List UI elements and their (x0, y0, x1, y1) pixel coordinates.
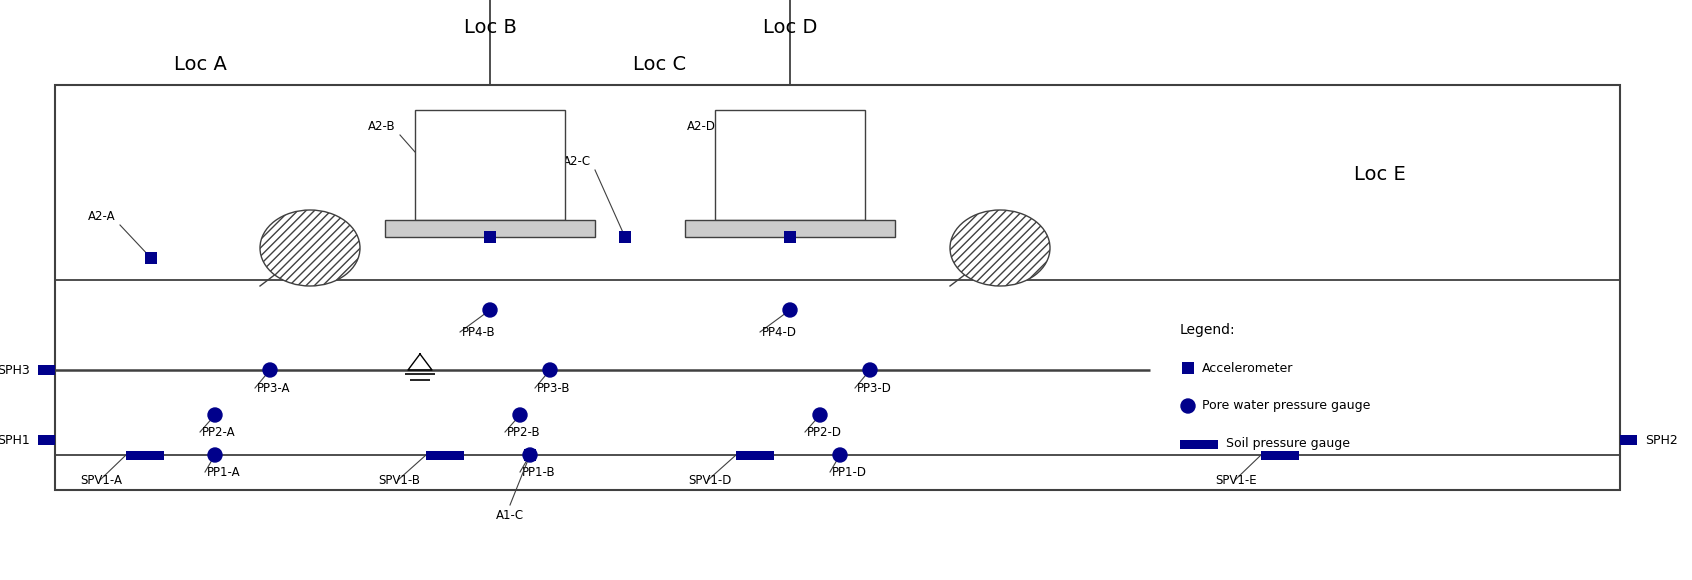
Circle shape (208, 448, 222, 462)
Text: Legend:: Legend: (1179, 323, 1235, 337)
Text: SPV1-D: SPV1-D (689, 473, 731, 487)
Ellipse shape (949, 210, 1051, 286)
Text: Loc A: Loc A (174, 55, 227, 74)
Text: SPV1-E: SPV1-E (1215, 473, 1257, 487)
Circle shape (1181, 399, 1195, 413)
Text: Loc D: Loc D (763, 18, 817, 37)
Text: PP3-B: PP3-B (536, 382, 570, 394)
Bar (146, 252, 157, 264)
Bar (1619, 435, 1636, 445)
Circle shape (543, 363, 557, 377)
Bar (736, 451, 773, 459)
Text: Pore water pressure gauge: Pore water pressure gauge (1201, 400, 1371, 412)
Text: SPV1-A: SPV1-A (80, 473, 122, 487)
Circle shape (812, 408, 827, 422)
Text: PP3-D: PP3-D (858, 382, 892, 394)
Bar (415, 110, 565, 220)
Bar (1183, 362, 1195, 374)
Bar (125, 451, 164, 459)
Text: SPH3: SPH3 (0, 364, 30, 376)
Text: SPH2: SPH2 (1645, 433, 1678, 447)
Circle shape (513, 408, 526, 422)
Text: PP3-A: PP3-A (257, 382, 291, 394)
Bar (685, 220, 895, 237)
Circle shape (523, 448, 536, 462)
Circle shape (783, 303, 797, 317)
Bar (1179, 440, 1218, 448)
Bar (37, 435, 56, 445)
Text: PP1-A: PP1-A (206, 466, 240, 478)
Text: A2-A: A2-A (88, 210, 117, 223)
Circle shape (832, 448, 848, 462)
Text: A2-C: A2-C (563, 155, 591, 168)
Text: PP1-B: PP1-B (523, 466, 555, 478)
Text: A2-B: A2-B (369, 120, 396, 133)
Circle shape (262, 363, 277, 377)
Text: PP4-B: PP4-B (462, 325, 496, 339)
Text: Accelerometer: Accelerometer (1201, 361, 1293, 375)
Circle shape (208, 408, 222, 422)
Bar (525, 449, 536, 461)
Text: PP4-D: PP4-D (761, 325, 797, 339)
Text: A1-C: A1-C (496, 509, 525, 522)
Text: PP1-D: PP1-D (832, 466, 866, 478)
Text: PP2-A: PP2-A (201, 426, 235, 438)
Text: SPH1: SPH1 (0, 433, 30, 447)
Circle shape (482, 303, 497, 317)
Text: SPV1-B: SPV1-B (377, 473, 420, 487)
Text: PP2-B: PP2-B (508, 426, 541, 438)
Bar (1261, 451, 1299, 459)
Text: A2-D: A2-D (687, 120, 716, 133)
Text: PP2-D: PP2-D (807, 426, 843, 438)
Text: Loc E: Loc E (1354, 165, 1406, 184)
Bar (783, 231, 795, 243)
Bar (619, 231, 631, 243)
Circle shape (863, 363, 876, 377)
Bar (426, 451, 464, 459)
Text: Loc B: Loc B (464, 18, 516, 37)
Bar (484, 231, 496, 243)
Bar (716, 110, 865, 220)
Text: Soil pressure gauge: Soil pressure gauge (1227, 437, 1350, 451)
Bar (56, 85, 1619, 490)
Text: Loc C: Loc C (633, 55, 687, 74)
Ellipse shape (261, 210, 360, 286)
Bar (386, 220, 596, 237)
Bar (37, 365, 56, 375)
